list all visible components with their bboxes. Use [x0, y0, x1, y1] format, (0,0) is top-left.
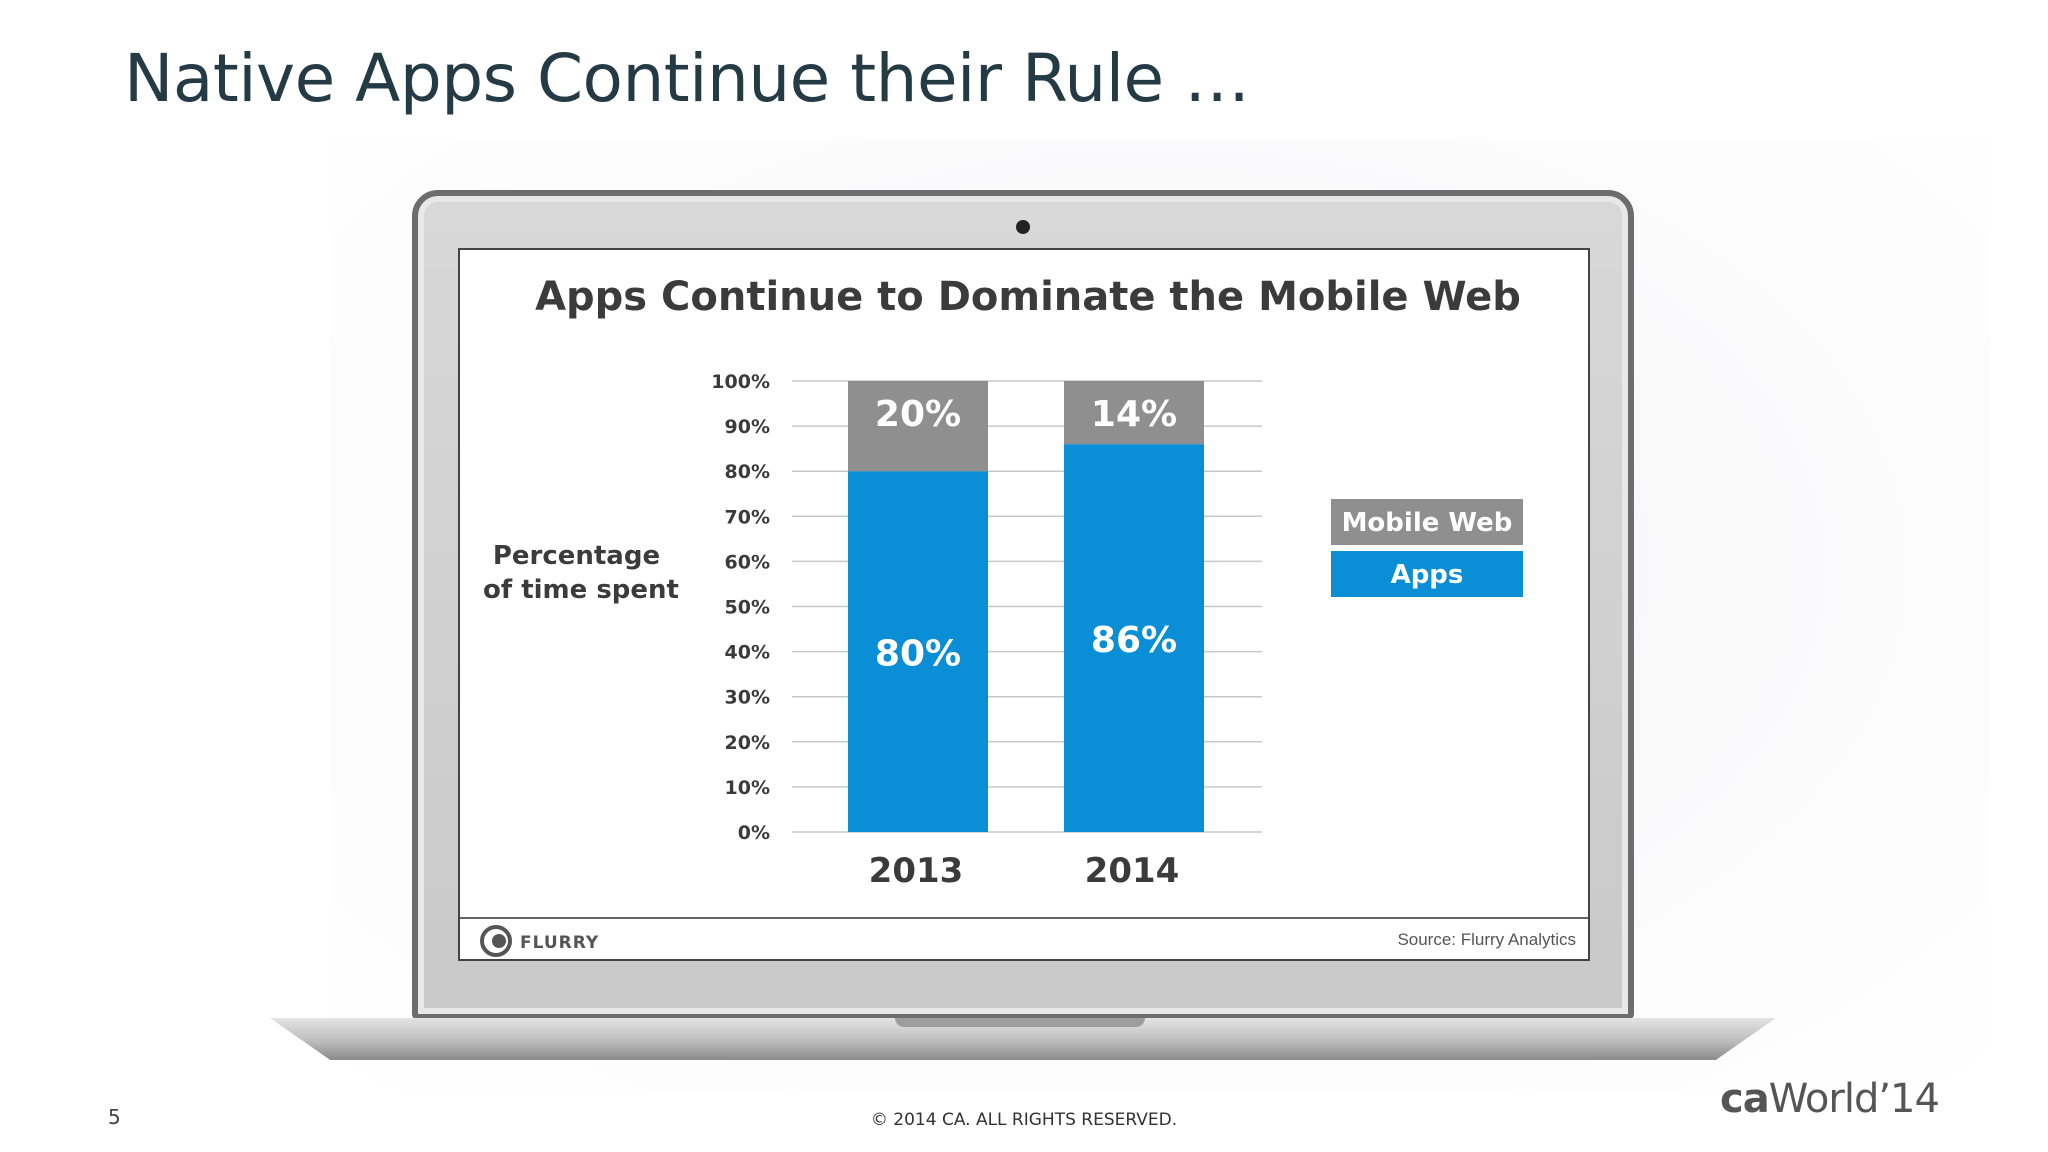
flurry-logo-icon — [480, 925, 512, 957]
bar-apps — [1064, 444, 1204, 832]
y-tick-label: 20% — [725, 732, 770, 754]
y-tick-label: 40% — [725, 642, 770, 664]
page-number: 5 — [108, 1105, 121, 1129]
legend: Mobile Web Apps — [1331, 499, 1523, 597]
y-axis-label-line: Percentage — [493, 541, 660, 571]
chart-title: Apps Continue to Dominate the Mobile Web — [535, 274, 1521, 320]
laptop-notch — [895, 1018, 1145, 1027]
y-axis-label-line: of time spent — [483, 575, 679, 605]
data-label: 86% — [1091, 620, 1177, 661]
legend-label: Mobile Web — [1342, 508, 1513, 538]
bar-mobile-web — [1064, 381, 1204, 445]
world-logo-text: World’14 — [1768, 1076, 1940, 1122]
bar-apps — [848, 471, 988, 832]
copyright-notice: © 2014 CA. ALL RIGHTS RESERVED. — [870, 1110, 1178, 1130]
y-axis-label: Percentage of time spent — [483, 541, 679, 605]
ca-logo-text: ca — [1720, 1076, 1770, 1122]
data-label: 14% — [1091, 394, 1177, 435]
flurry-logo: FLURRY — [480, 925, 599, 957]
legend-label: Apps — [1391, 560, 1464, 590]
x-tick-labels: 2013 2014 — [869, 851, 1180, 891]
flurry-logo-icon-inner — [492, 934, 506, 948]
y-tick-label: 10% — [725, 777, 770, 799]
slide-title: Native Apps Continue their Rule … — [124, 40, 1250, 117]
y-tick-label: 80% — [725, 461, 770, 483]
y-tick-labels: 0% 10% 20% 30% 40% 50% 60% 70% 80% 90% 100% — [711, 371, 770, 844]
y-tick-label: 90% — [725, 416, 770, 438]
x-tick-label: 2014 — [1085, 851, 1180, 891]
camera-icon — [1016, 220, 1030, 234]
legend-swatch — [1331, 499, 1523, 545]
flurry-logo-text: FLURRY — [520, 933, 599, 953]
y-tick-label: 50% — [725, 597, 770, 619]
data-label: 20% — [875, 394, 961, 435]
y-tick-label: 60% — [725, 551, 770, 573]
bar-mobile-web — [848, 381, 988, 472]
y-tick-label: 0% — [738, 822, 770, 844]
legend-swatch — [1331, 551, 1523, 597]
bars: 80% 20% 86% 14% — [848, 381, 1204, 832]
data-label: 80% — [875, 634, 961, 675]
ca-world-logo: caWorld’14 — [1720, 1076, 1940, 1122]
y-tick-label: 30% — [725, 687, 770, 709]
laptop-screen — [458, 248, 1590, 961]
y-tick-label: 100% — [711, 371, 770, 393]
source-label: Source: Flurry Analytics — [1397, 930, 1576, 949]
y-tick-label: 70% — [725, 506, 770, 528]
x-tick-label: 2013 — [869, 851, 964, 891]
